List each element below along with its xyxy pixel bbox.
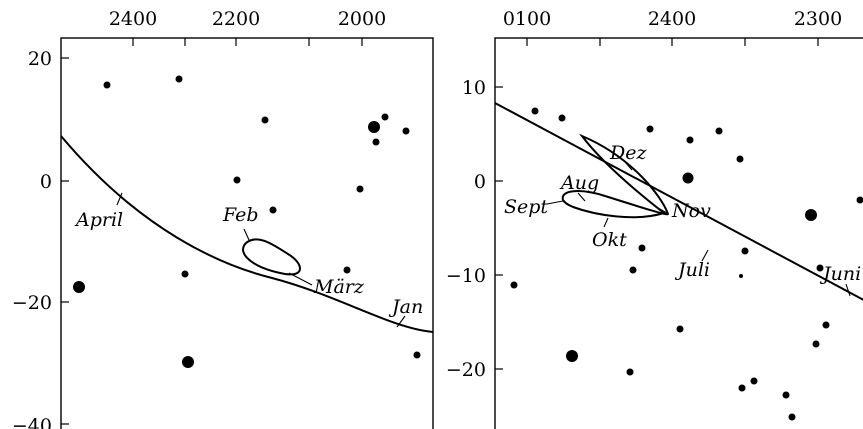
star (402, 127, 410, 135)
star (531, 107, 539, 115)
star (381, 113, 389, 121)
label-dez: Dez (609, 142, 647, 164)
star (629, 266, 637, 274)
left-top-ticks (132, 38, 363, 46)
star (638, 244, 646, 252)
right-side-ticks (495, 86, 503, 370)
star (368, 121, 380, 133)
juni-leader (845, 283, 851, 297)
star (181, 270, 189, 278)
star (816, 264, 824, 272)
label-april: April (74, 209, 123, 231)
star (372, 138, 380, 146)
star (413, 351, 421, 359)
left-frame (60, 37, 434, 429)
right-ra-tick-2300: 2300 (794, 8, 842, 30)
star (856, 196, 863, 204)
star (566, 350, 578, 362)
star (269, 206, 277, 214)
label-maerz: März (313, 276, 365, 298)
right-ra-tick-0100: 0100 (503, 8, 551, 30)
april-leader (116, 192, 123, 206)
star (736, 155, 744, 163)
star (676, 325, 684, 333)
star (805, 209, 817, 221)
label-aug: Aug (559, 172, 599, 194)
juli-leader (701, 249, 709, 262)
star (182, 356, 194, 368)
sept-leader (546, 200, 564, 205)
label-nov: Nov (671, 200, 711, 222)
nov-leader (657, 207, 668, 214)
left-stars (73, 75, 421, 368)
left-dec-tick-minus20: −20 (12, 292, 52, 314)
star (738, 384, 746, 392)
right-retrograde-loop (561, 133, 670, 219)
left-panel: 2400 2200 2000 20 0 −20 −40 April Feb Mä… (12, 8, 434, 429)
star (103, 81, 111, 89)
label-okt: Okt (592, 229, 627, 251)
label-juli: Juli (674, 259, 710, 281)
label-jan: Jan (388, 296, 423, 318)
right-top-ticks (526, 38, 819, 46)
right-ra-tick-2400: 2400 (648, 8, 696, 30)
left-dec-tick-0: 0 (40, 171, 52, 193)
star (715, 127, 723, 135)
okt-leader (603, 217, 609, 228)
jan-leader (396, 315, 406, 328)
star (741, 247, 749, 255)
right-dec-tick-0: 0 (474, 171, 486, 193)
left-ecliptic-curve (60, 135, 434, 333)
maerz-leader (288, 272, 313, 286)
star (646, 125, 654, 133)
star (343, 266, 351, 274)
feb-leader (243, 228, 250, 241)
star (812, 340, 820, 348)
right-panel: 0100 2400 2300 10 0 −10 −20 Dez Aug Sept… (446, 8, 863, 429)
left-side-ticks (61, 57, 69, 425)
star (510, 281, 518, 289)
right-stars (510, 107, 863, 421)
star (682, 172, 694, 184)
left-dec-tick-20: 20 (28, 48, 52, 70)
right-frame (494, 37, 863, 429)
star (686, 136, 694, 144)
star (356, 185, 364, 193)
star (750, 377, 758, 385)
star (233, 176, 241, 184)
left-ra-tick-2200: 2200 (212, 8, 260, 30)
star (822, 321, 830, 329)
right-dec-tick-minus10: −10 (446, 265, 486, 287)
right-ecliptic-line (494, 102, 863, 301)
left-dec-tick-minus40: −40 (12, 415, 52, 429)
star (739, 274, 743, 278)
star (788, 413, 796, 421)
left-ra-tick-2400: 2400 (109, 8, 157, 30)
star (261, 116, 269, 124)
star (175, 75, 183, 83)
aug-leader (577, 192, 586, 202)
dez-leader (624, 161, 633, 171)
right-dec-tick-10: 10 (462, 77, 486, 99)
label-feb: Feb (222, 204, 259, 226)
left-retrograde-loop (242, 238, 301, 276)
label-sept: Sept (504, 196, 548, 218)
star (782, 391, 790, 399)
label-juni: Juni (819, 263, 861, 285)
left-ra-tick-2000: 2000 (338, 8, 386, 30)
star (626, 368, 634, 376)
star (73, 281, 85, 293)
right-dec-tick-minus20: −20 (446, 359, 486, 381)
star (558, 114, 566, 122)
